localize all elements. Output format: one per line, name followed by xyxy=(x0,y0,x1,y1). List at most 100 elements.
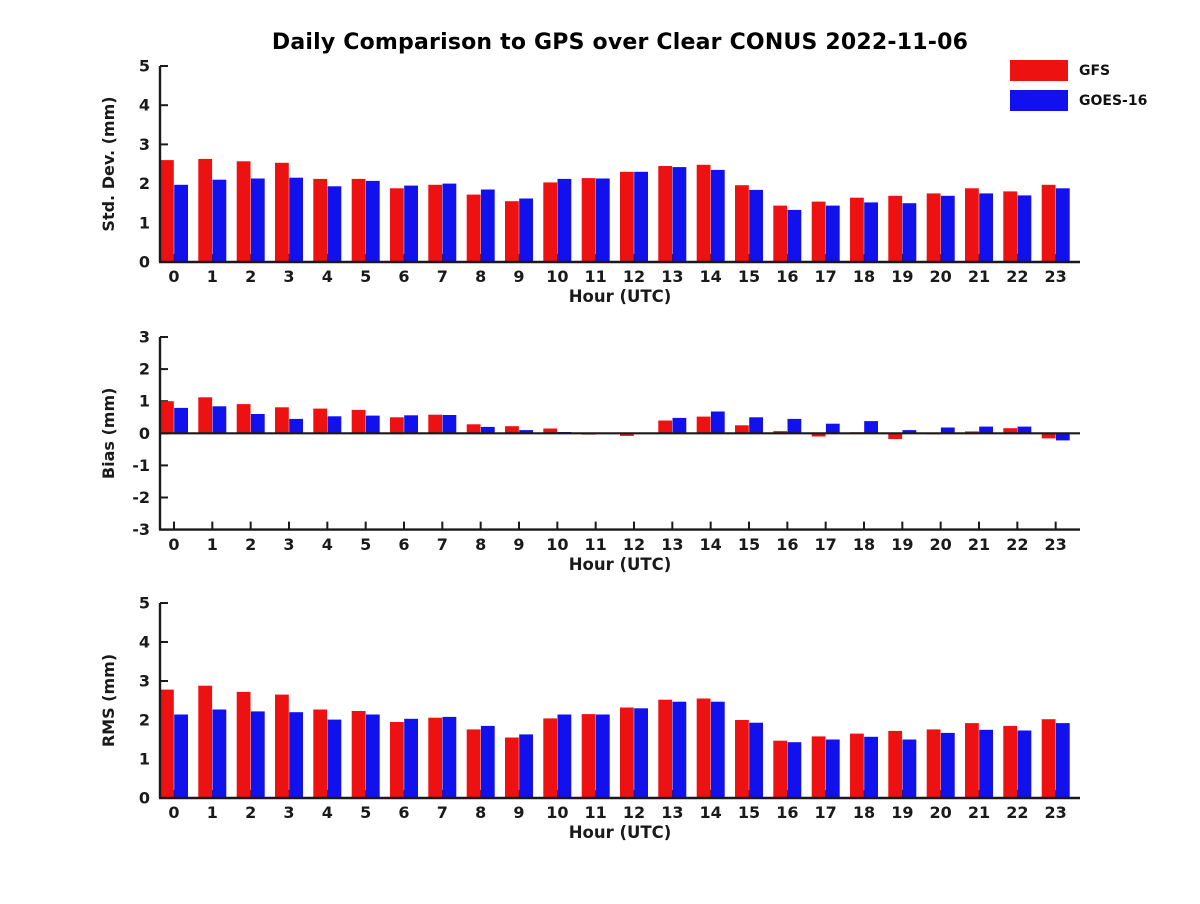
bar-goes16-hour-13 xyxy=(672,167,687,262)
bar-gfs-hour-23 xyxy=(1041,719,1056,798)
bar-gfs-hour-1 xyxy=(198,685,213,798)
x-tick-label: 4 xyxy=(322,535,333,554)
bar-goes16-hour-9 xyxy=(519,198,533,262)
bar-goes16-hour-21 xyxy=(979,729,993,799)
bar-gfs-hour-18 xyxy=(850,197,864,262)
bar-goes16-hour-5 xyxy=(365,180,380,262)
bar-goes16-hour-20 xyxy=(940,427,955,434)
x-tick-label: 8 xyxy=(475,803,486,822)
bar-gfs-hour-6 xyxy=(390,722,404,798)
bar-goes16-hour-17 xyxy=(825,423,840,434)
bar-gfs-hour-5 xyxy=(351,711,366,798)
x-tick-label: 15 xyxy=(738,535,760,554)
bar-goes16-hour-3 xyxy=(289,177,303,262)
bar-gfs-hour-6 xyxy=(390,188,404,262)
bar-gfs-hour-8 xyxy=(466,194,481,262)
bar-goes16-hour-1 xyxy=(212,179,227,262)
bar-goes16-hour-20 xyxy=(940,195,955,262)
x-tick-label: 5 xyxy=(360,535,371,554)
bar-goes16-hour-8 xyxy=(480,426,495,434)
bar-gfs-hour-5 xyxy=(351,178,366,262)
bar-gfs-hour-17 xyxy=(811,201,826,262)
bar-gfs-hour-22 xyxy=(1003,428,1018,434)
x-tick-label: 3 xyxy=(283,267,294,286)
bar-goes16-hour-7 xyxy=(442,716,457,798)
bar-gfs-hour-19 xyxy=(888,730,903,798)
bar-gfs-hour-7 xyxy=(428,717,443,798)
bar-goes16-hour-12 xyxy=(634,708,648,798)
x-tick-label: 22 xyxy=(1006,803,1028,822)
bar-goes16-hour-0 xyxy=(174,184,188,262)
x-tick-label: 19 xyxy=(891,535,913,554)
x-tick-label: 18 xyxy=(853,535,875,554)
bar-goes16-hour-12 xyxy=(634,171,648,262)
bar-goes16-hour-1 xyxy=(212,709,227,798)
x-tick-label: 9 xyxy=(513,267,524,286)
x-tick-label: 20 xyxy=(930,267,952,286)
bar-gfs-hour-10 xyxy=(543,718,558,798)
y-tick-label: 4 xyxy=(139,96,150,115)
y-tick-label: 2 xyxy=(139,174,150,193)
x-tick-label: 1 xyxy=(207,267,218,286)
bar-goes16-hour-6 xyxy=(404,185,418,262)
x-tick-label: 23 xyxy=(1045,267,1067,286)
x-tick-label: 0 xyxy=(168,535,179,554)
bar-gfs-hour-11 xyxy=(581,714,596,798)
bar-gfs-hour-4 xyxy=(313,709,328,798)
bar-goes16-hour-11 xyxy=(595,714,610,798)
bar-goes16-hour-21 xyxy=(979,193,993,262)
legend-label-gfs: GFS xyxy=(1079,62,1111,79)
x-tick-label: 17 xyxy=(815,267,837,286)
x-tick-label: 7 xyxy=(437,267,448,286)
bar-gfs-hour-23 xyxy=(1041,433,1056,439)
y-tick-label: 1 xyxy=(139,750,150,769)
y-tick-label: -3 xyxy=(132,520,150,539)
x-tick-label: 7 xyxy=(437,535,448,554)
legend-item-goes16: GOES-16 xyxy=(1010,90,1147,111)
x-tick-label: 10 xyxy=(546,803,568,822)
x-tick-label: 2 xyxy=(245,267,256,286)
x-tick-label: 17 xyxy=(815,803,837,822)
bar-goes16-hour-17 xyxy=(825,739,840,798)
x-tick-label: 21 xyxy=(968,267,990,286)
bar-gfs-hour-9 xyxy=(505,737,519,798)
bar-goes16-hour-14 xyxy=(710,411,725,434)
x-tick-label: 8 xyxy=(475,535,486,554)
bar-gfs-hour-8 xyxy=(466,729,481,798)
x-axis-label: Hour (UTC) xyxy=(569,287,672,306)
bar-goes16-hour-16 xyxy=(787,742,802,798)
y-tick-label: 3 xyxy=(139,328,150,347)
bar-goes16-hour-23 xyxy=(1055,723,1070,798)
bar-gfs-hour-7 xyxy=(428,414,443,434)
bar-gfs-hour-0 xyxy=(160,401,174,434)
x-tick-label: 5 xyxy=(360,267,371,286)
y-tick-label: -2 xyxy=(132,488,150,507)
y-tick-label: 5 xyxy=(139,57,150,76)
bar-goes16-hour-14 xyxy=(710,169,725,262)
bar-goes16-hour-15 xyxy=(749,722,763,798)
y-tick-label: 0 xyxy=(139,253,150,272)
x-tick-label: 12 xyxy=(623,803,645,822)
bar-gfs-hour-0 xyxy=(160,689,174,798)
x-tick-label: 6 xyxy=(398,803,409,822)
bar-gfs-hour-3 xyxy=(275,694,289,798)
bar-gfs-hour-2 xyxy=(236,404,251,434)
bar-gfs-hour-21 xyxy=(965,188,979,262)
x-tick-label: 19 xyxy=(891,803,913,822)
bar-goes16-hour-8 xyxy=(480,725,495,798)
y-tick-label: 2 xyxy=(139,360,150,379)
bar-gfs-hour-15 xyxy=(735,720,749,798)
x-tick-label: 12 xyxy=(623,535,645,554)
bar-goes16-hour-19 xyxy=(902,739,917,798)
bar-gfs-hour-13 xyxy=(658,420,673,434)
x-tick-label: 1 xyxy=(207,535,218,554)
x-tick-label: 23 xyxy=(1045,803,1067,822)
bar-goes16-hour-23 xyxy=(1055,188,1070,262)
x-tick-label: 22 xyxy=(1006,267,1028,286)
bar-gfs-hour-12 xyxy=(620,433,634,436)
bar-goes16-hour-22 xyxy=(1017,426,1032,434)
bar-gfs-hour-4 xyxy=(313,178,328,262)
bar-gfs-hour-16 xyxy=(773,740,788,798)
bar-goes16-hour-6 xyxy=(404,718,418,798)
